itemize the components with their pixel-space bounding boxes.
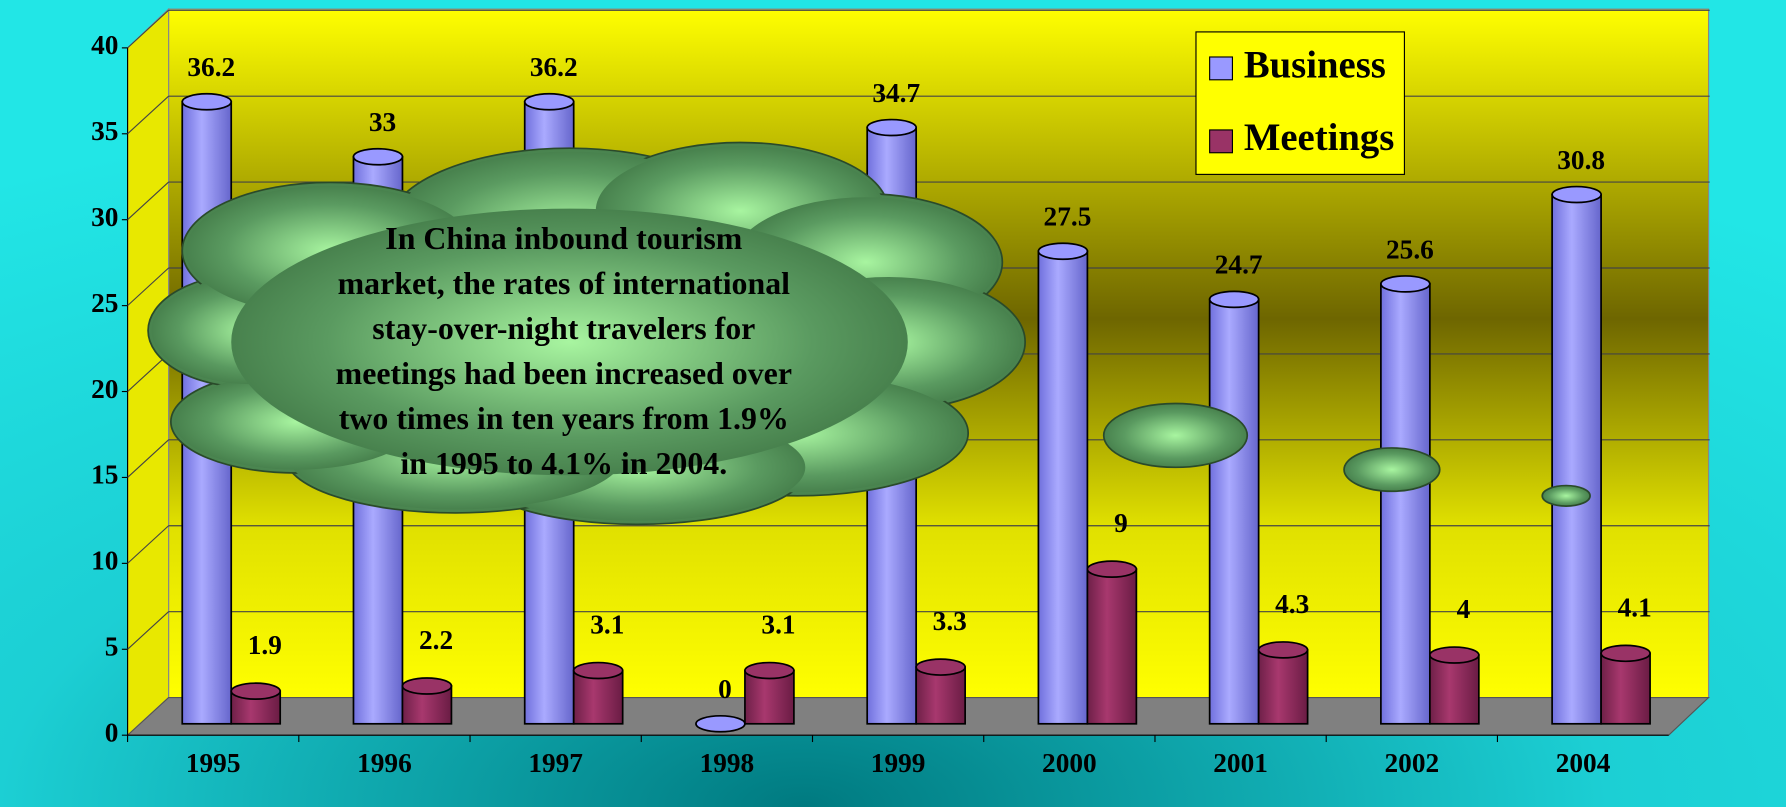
bar bbox=[744, 669, 795, 725]
data-label: 36.2 bbox=[530, 52, 578, 82]
bar-cap bbox=[915, 658, 966, 676]
data-label: 4 bbox=[1457, 594, 1471, 624]
bar bbox=[915, 666, 966, 725]
bar-cap bbox=[1037, 242, 1089, 261]
x-tick-label: 2001 bbox=[1213, 748, 1268, 778]
data-label: 0 bbox=[718, 674, 732, 704]
bar-cap bbox=[744, 661, 795, 680]
legend-label: Business bbox=[1244, 43, 1386, 86]
data-label: 3.3 bbox=[933, 606, 967, 636]
grid-line bbox=[127, 525, 169, 564]
bar bbox=[572, 669, 624, 725]
bar-cap bbox=[181, 92, 233, 111]
grid-line bbox=[127, 267, 169, 307]
data-label: 36.2 bbox=[187, 52, 235, 82]
annotation-cloud bbox=[231, 208, 908, 476]
legend-swatch bbox=[1209, 129, 1234, 154]
data-label: 27.5 bbox=[1044, 202, 1092, 232]
y-tick-label: 15 bbox=[91, 460, 118, 490]
legend-label: Meetings bbox=[1244, 116, 1395, 159]
data-label: 3.1 bbox=[761, 609, 795, 639]
data-label: 2.2 bbox=[419, 625, 453, 655]
x-tick-label: 1995 bbox=[186, 748, 241, 778]
y-tick-label: 35 bbox=[91, 116, 118, 146]
y-tick-label: 40 bbox=[91, 30, 118, 60]
bar bbox=[1208, 298, 1260, 725]
y-tick-label: 30 bbox=[91, 202, 118, 232]
x-tick-label: 1998 bbox=[700, 748, 755, 778]
bar-cap bbox=[401, 677, 453, 695]
data-label: 4.3 bbox=[1275, 589, 1309, 619]
bar-cap bbox=[1429, 646, 1480, 664]
bar-cap bbox=[695, 714, 746, 733]
annotation-text: meetings had been increased over bbox=[336, 356, 792, 391]
data-label: 34.7 bbox=[872, 78, 920, 108]
bar-cap bbox=[1551, 185, 1602, 204]
data-label: 1.9 bbox=[248, 630, 282, 660]
data-label: 25.6 bbox=[1386, 234, 1434, 264]
annotation-text: In China inbound tourism bbox=[385, 221, 742, 256]
bar-cap bbox=[523, 92, 575, 111]
annotation-bubble bbox=[1343, 447, 1441, 493]
grid-line bbox=[127, 353, 169, 392]
bar-cap bbox=[1086, 560, 1138, 578]
x-tick-label: 2000 bbox=[1042, 748, 1097, 778]
data-label: 3.1 bbox=[590, 609, 624, 639]
bar bbox=[1429, 654, 1480, 725]
x-tick-label: 1999 bbox=[871, 748, 926, 778]
bar-cap bbox=[1257, 641, 1309, 659]
y-tick-label: 5 bbox=[105, 632, 119, 662]
legend-swatch bbox=[1209, 56, 1234, 81]
grid-line bbox=[127, 95, 169, 135]
grid-line bbox=[127, 439, 169, 478]
bar-cap bbox=[572, 661, 624, 680]
x-tick-label: 1996 bbox=[357, 748, 412, 778]
grid-line bbox=[127, 611, 169, 650]
grid-line bbox=[127, 181, 169, 221]
data-label: 24.7 bbox=[1215, 250, 1263, 280]
bar bbox=[1037, 250, 1089, 725]
bar-cap bbox=[352, 147, 404, 166]
data-label: 4.1 bbox=[1618, 592, 1652, 622]
y-tick-label: 25 bbox=[91, 288, 118, 318]
bar-cap bbox=[1600, 644, 1651, 663]
x-tick-label: 2002 bbox=[1385, 748, 1440, 778]
annotation-text: market, the rates of international bbox=[338, 266, 791, 301]
annotation-text: stay-over-night travelers for bbox=[372, 311, 755, 346]
bar bbox=[1600, 652, 1651, 725]
bar-cap bbox=[1380, 275, 1431, 293]
data-label: 30.8 bbox=[1557, 145, 1605, 175]
annotation-bubble bbox=[1102, 402, 1249, 469]
y-tick-label: 10 bbox=[91, 546, 118, 576]
bar bbox=[1086, 568, 1138, 725]
annotation-bubble bbox=[1541, 484, 1591, 507]
y-tick-label: 0 bbox=[105, 717, 119, 747]
data-label: 33 bbox=[369, 107, 396, 137]
bar-cap bbox=[866, 118, 918, 137]
x-tick-label: 1997 bbox=[528, 748, 583, 778]
bar bbox=[1380, 283, 1431, 725]
data-label: 9 bbox=[1114, 508, 1128, 538]
annotation-text: two times in ten years from 1.9% bbox=[339, 401, 789, 436]
grid-line bbox=[127, 9, 169, 49]
y-tick-label: 20 bbox=[91, 374, 118, 404]
bar bbox=[1257, 649, 1309, 725]
x-tick-label: 2004 bbox=[1556, 748, 1611, 778]
annotation-text: in 1995 to 4.1% in 2004. bbox=[400, 446, 727, 481]
bar-cap bbox=[1208, 290, 1260, 309]
bar-cap bbox=[230, 682, 282, 700]
bar bbox=[1551, 193, 1602, 725]
